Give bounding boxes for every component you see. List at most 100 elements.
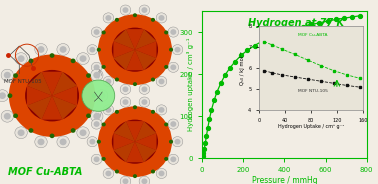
Circle shape bbox=[93, 113, 100, 120]
X-axis label: Hydrogen Uptake / cm³ g⁻¹: Hydrogen Uptake / cm³ g⁻¹ bbox=[278, 124, 344, 129]
Circle shape bbox=[103, 76, 114, 86]
Circle shape bbox=[158, 171, 164, 176]
Circle shape bbox=[169, 140, 173, 144]
Text: Hydrogen at 77 K: Hydrogen at 77 K bbox=[248, 18, 344, 28]
Circle shape bbox=[91, 27, 102, 37]
Circle shape bbox=[175, 47, 181, 53]
Circle shape bbox=[151, 169, 155, 174]
Circle shape bbox=[120, 84, 131, 94]
Polygon shape bbox=[113, 142, 135, 162]
Polygon shape bbox=[42, 96, 62, 120]
Circle shape bbox=[60, 46, 67, 53]
Circle shape bbox=[141, 86, 147, 92]
Circle shape bbox=[103, 168, 114, 178]
Polygon shape bbox=[27, 72, 52, 96]
Circle shape bbox=[156, 13, 167, 23]
Circle shape bbox=[71, 59, 76, 63]
Polygon shape bbox=[126, 121, 144, 142]
Polygon shape bbox=[27, 86, 52, 106]
Circle shape bbox=[122, 99, 129, 105]
Circle shape bbox=[79, 129, 87, 136]
Polygon shape bbox=[52, 86, 77, 106]
Circle shape bbox=[92, 93, 97, 98]
Circle shape bbox=[91, 62, 102, 72]
Circle shape bbox=[133, 82, 137, 86]
Polygon shape bbox=[135, 41, 156, 58]
Circle shape bbox=[50, 134, 54, 138]
Polygon shape bbox=[135, 121, 156, 142]
Circle shape bbox=[141, 178, 147, 184]
Circle shape bbox=[71, 128, 76, 133]
Text: MOF NTU-105: MOF NTU-105 bbox=[299, 89, 328, 93]
Circle shape bbox=[151, 77, 155, 82]
Circle shape bbox=[15, 127, 27, 139]
Circle shape bbox=[91, 110, 103, 122]
Circle shape bbox=[18, 129, 25, 136]
Circle shape bbox=[102, 65, 106, 69]
Circle shape bbox=[105, 171, 112, 176]
Circle shape bbox=[112, 28, 158, 72]
Polygon shape bbox=[52, 72, 77, 96]
Circle shape bbox=[37, 46, 45, 53]
Polygon shape bbox=[113, 121, 135, 142]
Circle shape bbox=[164, 31, 168, 34]
Circle shape bbox=[175, 139, 181, 145]
Text: MOF Cu-ABTA: MOF Cu-ABTA bbox=[8, 167, 82, 177]
Circle shape bbox=[158, 79, 164, 84]
Polygon shape bbox=[113, 50, 135, 70]
X-axis label: Pressure / mmHg: Pressure / mmHg bbox=[252, 176, 317, 184]
Circle shape bbox=[94, 156, 99, 162]
Circle shape bbox=[50, 53, 54, 58]
Circle shape bbox=[168, 154, 179, 164]
Circle shape bbox=[103, 105, 114, 115]
Circle shape bbox=[1, 69, 14, 81]
Polygon shape bbox=[52, 96, 77, 120]
Circle shape bbox=[25, 70, 79, 121]
Text: MOF NTU-105: MOF NTU-105 bbox=[4, 79, 42, 84]
Circle shape bbox=[105, 15, 112, 21]
Circle shape bbox=[170, 121, 176, 127]
Text: Hydrogen uptake / cm³ g⁻¹: Hydrogen uptake / cm³ g⁻¹ bbox=[187, 38, 194, 131]
Circle shape bbox=[151, 110, 155, 114]
Circle shape bbox=[0, 92, 6, 99]
Circle shape bbox=[164, 123, 168, 126]
Polygon shape bbox=[113, 133, 135, 150]
Circle shape bbox=[94, 64, 99, 70]
Polygon shape bbox=[135, 29, 156, 50]
Circle shape bbox=[122, 7, 129, 13]
Circle shape bbox=[156, 76, 167, 86]
Circle shape bbox=[158, 15, 164, 21]
Circle shape bbox=[93, 72, 100, 78]
Circle shape bbox=[115, 18, 119, 22]
Circle shape bbox=[91, 69, 103, 81]
Circle shape bbox=[120, 176, 131, 184]
Circle shape bbox=[112, 120, 158, 164]
Circle shape bbox=[168, 119, 179, 129]
Circle shape bbox=[79, 55, 87, 62]
Circle shape bbox=[102, 31, 106, 34]
Polygon shape bbox=[126, 29, 144, 50]
Circle shape bbox=[141, 99, 147, 105]
Circle shape bbox=[115, 77, 119, 82]
Circle shape bbox=[82, 80, 115, 111]
Circle shape bbox=[151, 18, 155, 22]
Circle shape bbox=[35, 44, 47, 55]
Circle shape bbox=[77, 127, 89, 139]
Circle shape bbox=[89, 47, 95, 53]
Circle shape bbox=[0, 90, 9, 102]
Polygon shape bbox=[42, 72, 62, 96]
Circle shape bbox=[57, 44, 69, 55]
Circle shape bbox=[105, 79, 112, 84]
Circle shape bbox=[4, 72, 11, 78]
Circle shape bbox=[172, 137, 183, 147]
Circle shape bbox=[1, 110, 14, 122]
Circle shape bbox=[103, 13, 114, 23]
Circle shape bbox=[8, 93, 12, 98]
Circle shape bbox=[133, 13, 137, 17]
Circle shape bbox=[133, 174, 137, 178]
Circle shape bbox=[94, 29, 99, 35]
Circle shape bbox=[133, 105, 137, 109]
Circle shape bbox=[96, 90, 108, 102]
Text: MOF Cu-ABTA: MOF Cu-ABTA bbox=[299, 33, 328, 37]
Circle shape bbox=[97, 48, 101, 52]
